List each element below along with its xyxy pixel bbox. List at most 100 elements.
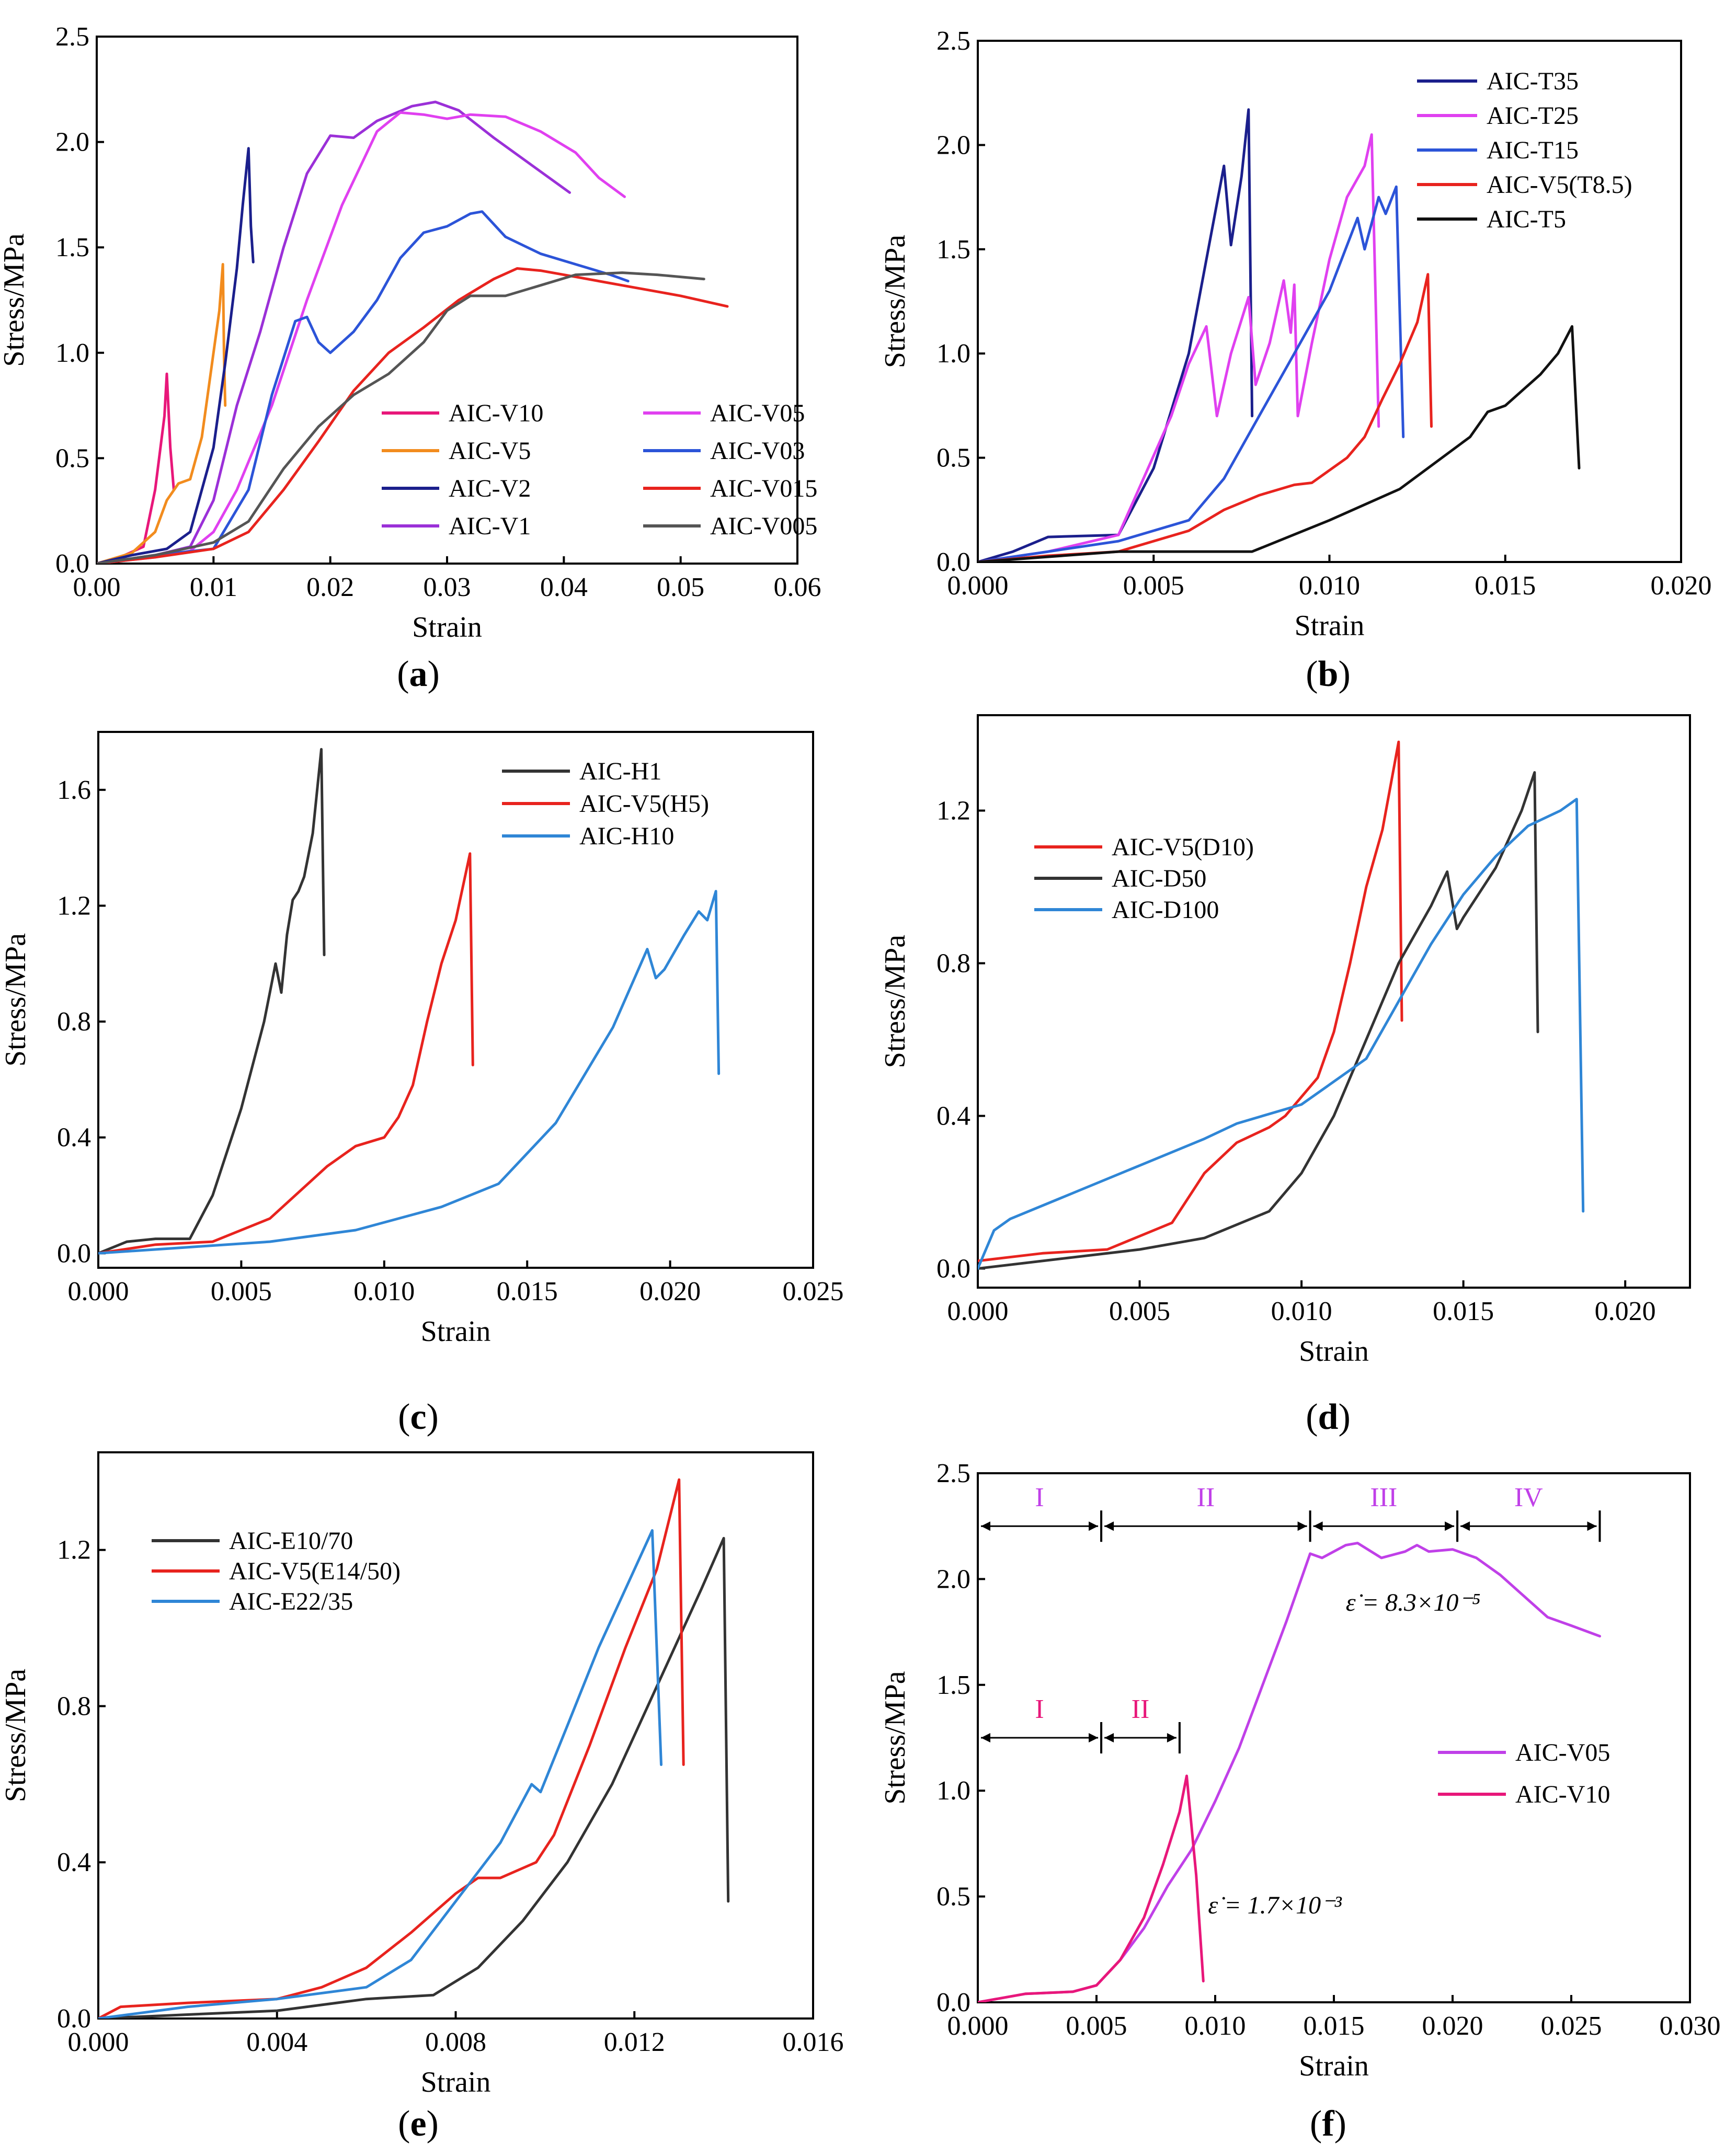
y-tick-label: 0.0 [936, 547, 970, 577]
y-tick-label: 1.2 [57, 1535, 91, 1565]
series-line-aic-t15 [978, 185, 1405, 562]
x-tick-label: 0.010 [1271, 1297, 1332, 1326]
plot-frame [96, 36, 798, 565]
series-line-aic-v05 [978, 1542, 1601, 2002]
stage-label: II [1197, 1483, 1215, 1512]
y-axis-title: Stress/MPa [879, 935, 911, 1068]
legend: AIC-V10 AIC-V5 AIC-V2 AIC-V1 AIC-V05 AIC-V03 A… [382, 399, 817, 540]
stage-arrow-left [1313, 1521, 1323, 1531]
chart-panel-f: 0.000 0.005 0.010 0.015 0.020 0.025 0.030 0.0 0.… [879, 1459, 1721, 2144]
panel-caption: (e) [398, 2104, 439, 2144]
series-line-aic-t25 [978, 133, 1380, 562]
y-axis-title: Stress/MPa [0, 933, 32, 1066]
x-tick-label: 0.00 [73, 572, 121, 602]
series-group [978, 740, 1585, 1270]
legend-label: AIC-E10/70 [229, 1527, 353, 1555]
y-tick-label: 0.8 [57, 1007, 91, 1037]
series-group [98, 1478, 730, 2019]
y-tick-label: 0.5 [936, 1882, 970, 1912]
panel-caption: (b) [1306, 654, 1351, 694]
legend-label: AIC-E22/35 [229, 1588, 353, 1615]
x-tick-label: 0.005 [211, 1277, 272, 1306]
series-line-aic-v10 [978, 1774, 1205, 2002]
legend-label: AIC-T25 [1487, 102, 1579, 130]
stage-arrow-right [1167, 1733, 1176, 1742]
chart-panel-e: 0.000 0.004 0.008 0.012 0.016 0.0 0.4 0.8 1.2 Str… [0, 1451, 844, 2144]
panel-caption: (a) [397, 654, 440, 694]
y-tick-label: 0.5 [55, 443, 89, 473]
legend-label: AIC-V10 [1515, 1781, 1610, 1808]
plot-frame [97, 1451, 814, 2020]
x-axis-title: Strain [412, 611, 482, 644]
legend: AIC-H1 AIC-V5(H5) AIC-H10 [502, 758, 709, 850]
y-tick-label: 1.5 [936, 235, 970, 265]
x-tick-label: 0.005 [1066, 2011, 1127, 2041]
legend-label: AIC-D50 [1112, 865, 1206, 892]
series-line-aic-v03 [97, 210, 630, 564]
x-tick-label: 0.008 [425, 2027, 486, 2057]
x-tick-label: 0.025 [1541, 2011, 1602, 2041]
panel-caption: (d) [1306, 1397, 1351, 1437]
y-tick-label: 0.0 [936, 1988, 970, 2017]
x-tick-label: 0.000 [68, 1277, 129, 1306]
x-tick-label: 0.04 [540, 572, 588, 602]
strain-rate-annotation: ε̇ = 8.3×10⁻⁵ [1346, 1589, 1481, 1616]
x-axis-title: Strain [1299, 1335, 1369, 1368]
y-tick-label: 0.8 [57, 1691, 91, 1721]
y-tick-label: 2.5 [55, 22, 89, 52]
x-tick-label: 0.005 [1123, 571, 1184, 601]
x-tick-label: 0.06 [774, 572, 821, 602]
plot-frame [97, 731, 814, 1269]
x-tick-label: 0.020 [1422, 2011, 1483, 2041]
y-tick-label: 1.2 [57, 891, 91, 921]
y-axis-title: Stress/MPa [879, 235, 911, 368]
legend-label: AIC-D100 [1112, 896, 1219, 924]
series-group [978, 1542, 1601, 2002]
series-line-aic-v1 [97, 100, 571, 564]
y-tick-label: 0.4 [57, 1123, 91, 1153]
y-axis-title: Stress/MPa [0, 1669, 32, 1802]
series-line-aic-v10 [97, 372, 175, 564]
x-tick-label: 0.000 [68, 2027, 129, 2057]
stage-arrow-left [1104, 1733, 1114, 1742]
x-tick-label: 0.010 [1299, 571, 1360, 601]
panel-caption: (c) [398, 1397, 439, 1437]
x-tick-label: 0.01 [190, 572, 237, 602]
x-axis-title: Strain [421, 1315, 491, 1348]
series-line-aic-h10 [98, 890, 721, 1255]
legend-label: AIC-V5 [449, 437, 531, 465]
y-tick-label: 2.5 [936, 1459, 970, 1488]
stage-arrow-right [1297, 1521, 1307, 1531]
legend-label: AIC-T5 [1487, 205, 1566, 233]
series-line-aic-t5 [978, 325, 1581, 562]
y-tick-label: 2.0 [936, 1564, 970, 1594]
legend-label: AIC-H10 [579, 822, 674, 850]
x-tick-label: 0.000 [947, 2011, 1009, 2041]
series-line-aic-e22-35 [98, 1529, 662, 2019]
legend-label: AIC-V05 [710, 399, 805, 427]
y-tick-label: 0.0 [936, 1254, 970, 1284]
x-tick-label: 0.015 [1433, 1297, 1494, 1326]
x-tick-label: 0.010 [1185, 2011, 1246, 2041]
stage-arrow-right [1089, 1733, 1099, 1742]
series-line-aic-h1 [98, 748, 326, 1255]
x-tick-label: 0.004 [246, 2027, 307, 2057]
series-line-aic-t35 [978, 108, 1254, 562]
legend: AIC-V05 AIC-V10 [1438, 1739, 1610, 1808]
y-tick-label: 1.0 [55, 338, 89, 368]
series-line-aic-v2 [97, 147, 255, 564]
y-tick-label: 0.0 [57, 2004, 91, 2034]
x-tick-label: 0.000 [947, 571, 1009, 601]
stage-label: I [1035, 1483, 1044, 1512]
chart-panel-b: 0.000 0.005 0.010 0.015 0.020 0.0 0.5 1.0 1.5 2.0… [879, 26, 1712, 694]
series-line-aic-v005 [97, 271, 705, 564]
chart-panel-a: 0.00 0.01 0.02 0.03 0.04 0.05 0.06 0.0 0.5 1.0 1.5… [0, 22, 821, 694]
x-tick-label: 0.015 [1475, 571, 1536, 601]
y-tick-label: 1.6 [57, 775, 91, 805]
legend-label: AIC-V10 [449, 399, 543, 427]
x-axis-title: Strain [1295, 610, 1365, 642]
x-tick-label: 0.020 [1651, 571, 1712, 601]
y-axis-title: Stress/MPa [879, 1671, 911, 1804]
y-tick-label: 1.5 [936, 1670, 970, 1700]
